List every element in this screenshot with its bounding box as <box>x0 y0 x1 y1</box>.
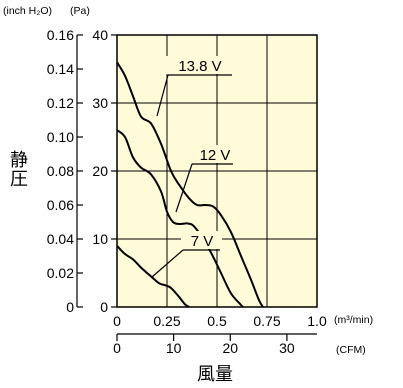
x-tick-label: 1.0 <box>307 313 327 329</box>
series-labels: 13.8 V 12 V 7 V <box>151 56 235 278</box>
series-line <box>116 245 190 308</box>
y-inch-tick-label: 0.02 <box>47 265 74 281</box>
y-inch-tick-label: 0.14 <box>47 61 74 77</box>
y-unit-pa: (Pa) <box>70 5 90 17</box>
x2-tick-label: 30 <box>279 340 295 356</box>
x-tick-label: 0.75 <box>253 313 280 329</box>
y-inch-tick-label: 0.16 <box>47 27 74 43</box>
series-label-bg <box>181 231 222 249</box>
series-label: 12 V <box>200 147 231 164</box>
series-label: 7 V <box>191 233 214 250</box>
y-axes: 0 0.02 0.04 0.06 0.08 0.10 0.12 0.14 0.16 0 10 20 30… <box>47 27 117 315</box>
series-label-bg <box>190 145 235 163</box>
series-label: 13.8 V <box>178 58 221 75</box>
x-axis-title: 風量 <box>197 364 233 384</box>
series-label-leader <box>151 249 184 278</box>
series-line <box>116 61 264 308</box>
y-axis-title: 静圧 <box>8 150 28 188</box>
series-line <box>116 129 244 308</box>
y-pa-tick-label: 10 <box>92 231 108 247</box>
series-lines <box>116 61 264 308</box>
x2-unit: (CFM) <box>336 344 366 356</box>
y-inch-tick-label: 0.08 <box>47 163 74 179</box>
x-tick-label: 0.25 <box>153 313 180 329</box>
x2-tick-label: 0 <box>113 340 121 356</box>
series-label-leader <box>156 74 169 117</box>
x2-tick-label: 10 <box>166 340 182 356</box>
x-tick-label: 0.5 <box>207 313 227 329</box>
y-inch-tick-label: 0.10 <box>47 129 74 145</box>
y-unit-inch: (inch H₂O) <box>3 5 52 17</box>
y-inch-tick-label: 0.12 <box>47 95 74 111</box>
x2-tick-label: 20 <box>222 340 238 356</box>
y-pa-tick-label: 40 <box>92 27 108 43</box>
x-tick-label: 0 <box>113 313 121 329</box>
y-inch-tick-label: 0 <box>66 299 74 315</box>
x-axes: 0 0.25 0.5 0.75 1.0 0 10 20 30 <box>113 313 327 356</box>
y-pa-tick-label: 0 <box>100 299 108 315</box>
y-pa-tick-label: 30 <box>92 95 108 111</box>
y-inch-tick-label: 0.04 <box>47 231 74 247</box>
series-label-leader <box>175 163 193 213</box>
y-inch-tick-label: 0.06 <box>47 197 74 213</box>
series-label-bg <box>166 56 234 74</box>
y-pa-tick-label: 20 <box>92 163 108 179</box>
x-unit: (m³/min) <box>334 314 373 326</box>
